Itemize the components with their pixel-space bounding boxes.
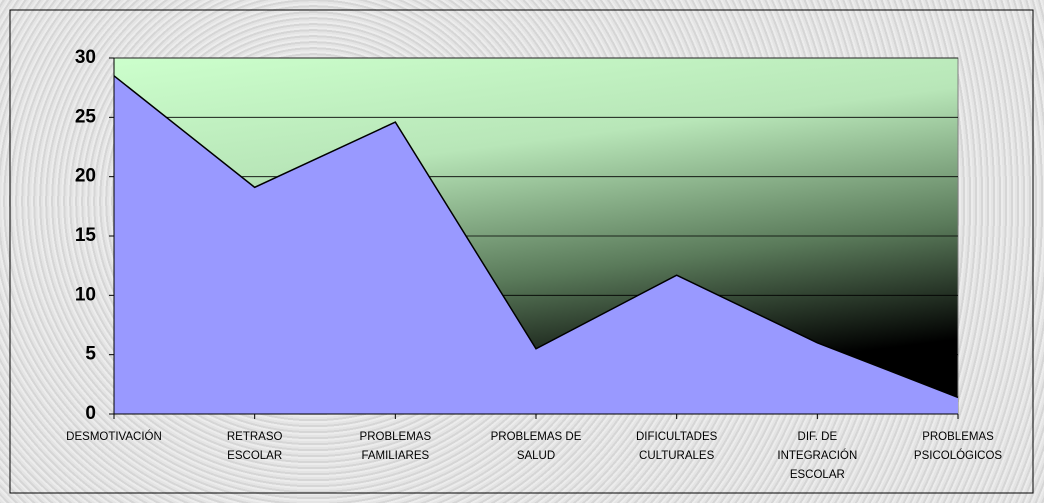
y-tick-label: 5 [85, 344, 96, 365]
chart-border [9, 9, 1034, 494]
area [114, 75, 958, 415]
x-tick-label: PROBLEMAS FAMILIARES [359, 431, 432, 462]
x-tick-label: DIF. DE INTEGRACIÓN ESCOLAR [777, 431, 858, 481]
y-tick-label: 10 [75, 284, 96, 305]
y-tick-label: 30 [75, 47, 96, 68]
x-tick-label: DIFICULTADES CULTURALES [635, 431, 718, 462]
area-line [113, 75, 959, 399]
x-tick-label: RETRASO ESCOLAR [226, 431, 283, 462]
x-tick-label: PROBLEMAS PSICOLÓGICOS [913, 431, 1003, 462]
y-tick-label: 0 [85, 403, 96, 424]
x-tick-label: PROBLEMAS DE SALUD [490, 431, 582, 462]
y-tick-label: 25 [75, 106, 97, 127]
y-tick-label: 20 [75, 166, 96, 187]
x-tick-label: DESMOTIVACIÓN [66, 431, 162, 443]
y-tick-label: 15 [75, 225, 97, 246]
